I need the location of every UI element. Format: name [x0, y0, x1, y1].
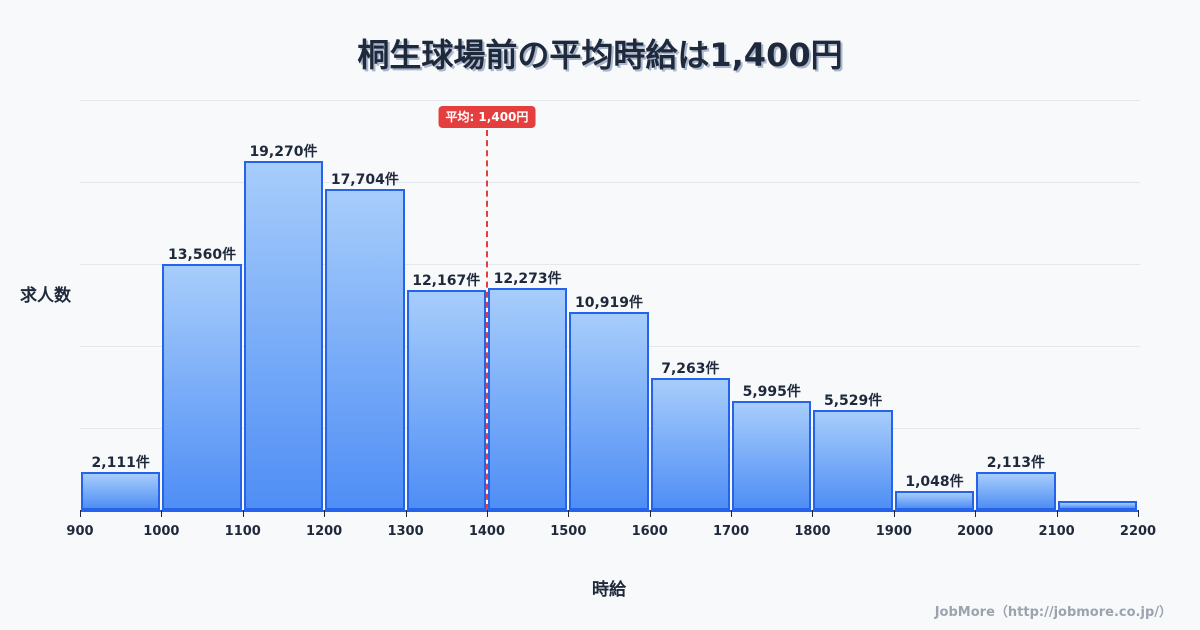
bar-value-label: 13,560件: [168, 247, 237, 264]
x-tick-label: 1000: [143, 524, 180, 539]
x-tick: [1138, 510, 1139, 517]
x-tick: [731, 510, 733, 517]
bar-value-label: 19,270件: [249, 144, 318, 161]
x-axis-line: [80, 510, 1138, 512]
x-tick-label: 1800: [794, 524, 831, 539]
x-tick-label: 1500: [550, 524, 587, 539]
x-tick: [161, 510, 163, 517]
histogram-bar: [894, 491, 975, 510]
bar-value-label: 5,995件: [742, 384, 801, 401]
bar-value-label: 7,263件: [661, 361, 720, 378]
bar-value-label: 12,273件: [493, 270, 562, 287]
histogram-bar: [813, 409, 893, 510]
histogram-bar: [162, 264, 242, 510]
histogram-bar: [569, 312, 649, 510]
histogram-bar: [976, 471, 1056, 510]
credit-text: JobMore（http://jobmore.co.jp/）: [934, 605, 1172, 620]
x-tick: [405, 510, 407, 517]
x-tick-label: 900: [66, 524, 94, 539]
histogram-bar: [243, 161, 324, 510]
bar-value-label: 1,048件: [905, 474, 964, 491]
x-tick-label: 1200: [306, 524, 343, 539]
x-tick: [80, 510, 81, 517]
bar-value-label: 2,113件: [986, 454, 1046, 471]
bar-value-label: 17,704件: [330, 172, 399, 189]
gridline: [80, 264, 1140, 265]
bar-value-label: 2,111件: [91, 454, 150, 471]
x-tick-label: 2100: [1038, 524, 1075, 539]
x-tick: [812, 510, 814, 517]
gridline: [80, 182, 1140, 183]
x-tick: [324, 510, 326, 517]
x-tick-label: 2200: [1119, 524, 1157, 539]
x-axis-label: 時給: [592, 580, 626, 600]
x-tick: [893, 510, 895, 517]
histogram-bar: [487, 287, 568, 510]
bar-value-label: 10,919件: [574, 295, 644, 312]
x-tick-label: 1900: [875, 524, 912, 539]
histogram-bar: [406, 289, 486, 510]
average-line: [485, 130, 488, 510]
x-tick: [486, 510, 488, 517]
gridline: [80, 100, 1140, 101]
x-tick-label: 2000: [957, 524, 994, 539]
x-tick: [649, 510, 651, 517]
x-tick-label: 1300: [387, 524, 424, 539]
histogram-bar: [732, 401, 812, 510]
chart-title: 桐生球場前の平均時給は1,400円: [357, 36, 843, 74]
x-tick: [975, 510, 977, 517]
histogram-bar: [1057, 500, 1137, 510]
x-tick-label: 1400: [468, 524, 506, 539]
bar-value-label: 5,529件: [823, 392, 883, 409]
x-tick-label: 1100: [224, 524, 261, 539]
histogram-bar: [650, 378, 731, 510]
y-axis-label: 求人数: [20, 286, 71, 306]
plot-area: 2,111件 13,560件 19,270件 17,704件 12,167件 12,273…: [80, 100, 1140, 510]
histogram-bar: [325, 189, 405, 510]
bar-value-label: 12,167件: [412, 272, 481, 289]
x-tick: [1056, 510, 1058, 517]
x-tick: [568, 510, 570, 517]
x-tick-label: 1600: [631, 524, 668, 539]
x-tick: [242, 510, 244, 517]
average-badge: 平均: 1,400円: [438, 106, 536, 128]
histogram-bar: [81, 471, 161, 510]
x-tick-label: 1700: [712, 524, 750, 539]
